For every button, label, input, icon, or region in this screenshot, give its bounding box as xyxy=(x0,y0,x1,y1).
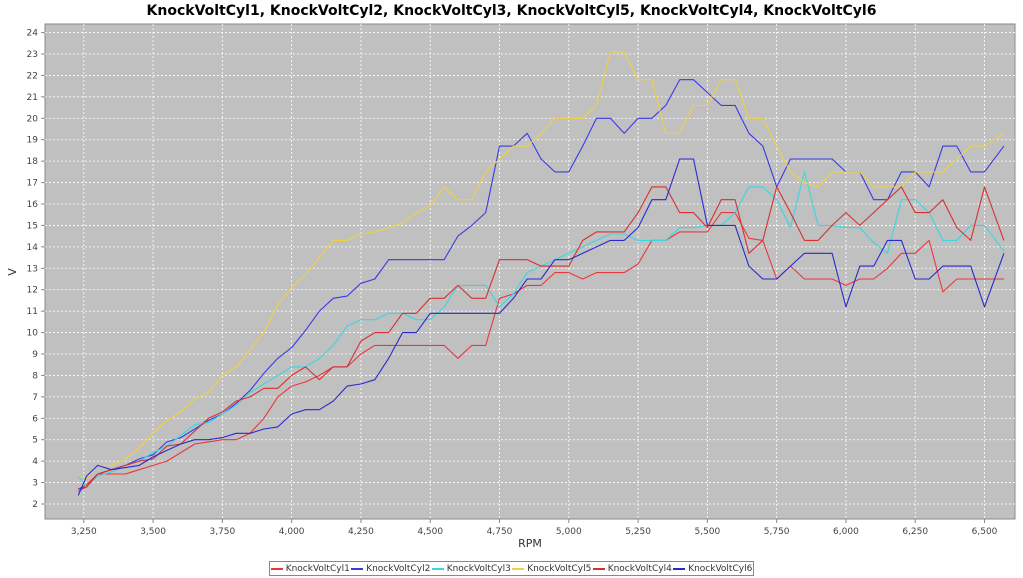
y-tick-label: 16 xyxy=(27,200,39,210)
x-tick-label: 6,000 xyxy=(833,527,859,537)
series-line-knockvoltcyl4 xyxy=(78,186,1005,492)
legend-swatch xyxy=(592,567,605,570)
y-tick-label: 5 xyxy=(32,436,38,446)
x-axis-title: RPM xyxy=(518,537,542,550)
y-tick-label: 23 xyxy=(27,50,38,60)
y-tick-label: 2 xyxy=(32,500,38,510)
series-line-knockvoltcyl3 xyxy=(77,171,1005,488)
legend-item-knockvoltcyl4: KnockVoltCyl4 xyxy=(592,563,672,574)
x-tick-label: 4,000 xyxy=(279,527,305,537)
y-tick-label: 24 xyxy=(27,29,39,39)
x-tick-label: 5,250 xyxy=(625,527,651,537)
y-tick-label: 3 xyxy=(32,479,38,489)
legend-label: KnockVoltCyl6 xyxy=(688,563,753,574)
y-tick-label: 12 xyxy=(27,286,38,296)
legend-label: KnockVoltCyl5 xyxy=(527,563,592,574)
legend-item-knockvoltcyl6: KnockVoltCyl6 xyxy=(673,564,752,574)
legend-swatch xyxy=(512,567,525,570)
x-tick-label: 3,500 xyxy=(140,527,166,537)
y-tick-label: 18 xyxy=(27,157,39,167)
y-tick-label: 15 xyxy=(27,221,38,231)
y-tick-label: 21 xyxy=(27,93,38,103)
x-tick-label: 3,250 xyxy=(71,527,97,537)
legend-swatch xyxy=(431,567,444,570)
legend-swatch xyxy=(270,567,283,570)
x-tick-label: 6,500 xyxy=(972,527,998,537)
y-tick-label: 22 xyxy=(27,71,38,81)
y-tick-label: 7 xyxy=(32,393,38,403)
series-lines xyxy=(77,51,1005,496)
legend-item-knockvoltcyl5: KnockVoltCyl5 xyxy=(512,564,591,574)
x-tick-label: 4,250 xyxy=(348,527,374,537)
y-tick-label: 8 xyxy=(32,371,38,381)
x-tick-label: 5,750 xyxy=(764,527,790,537)
line-chart: 3,250 3,500 3,750 4,000 4,250 4,500 4,750 5,000… xyxy=(6,23,1016,550)
chart-legend: KnockVoltCyl1 KnockVoltCyl2 KnockVoltCyl3 K… xyxy=(269,561,754,576)
y-tick-label: 20 xyxy=(27,114,39,124)
legend-swatch xyxy=(673,567,686,570)
series-line-knockvoltcyl6 xyxy=(77,158,1005,496)
y-tick-label: 17 xyxy=(27,179,38,189)
x-tick-label: 4,750 xyxy=(487,527,513,537)
x-tick-label: 5,000 xyxy=(556,527,582,537)
legend-label: KnockVoltCyl4 xyxy=(607,563,672,574)
y-axis-title: V xyxy=(6,268,19,276)
legend-label: KnockVoltCyl3 xyxy=(446,563,511,574)
x-tick-label: 4,500 xyxy=(417,527,443,537)
y-tick-label: 9 xyxy=(32,350,38,360)
x-tick-label: 3,750 xyxy=(209,527,235,537)
legend-label: KnockVoltCyl1 xyxy=(285,563,350,574)
x-tick-label: 5,500 xyxy=(694,527,720,537)
legend-label: KnockVoltCyl2 xyxy=(366,563,431,574)
y-tick-label: 11 xyxy=(27,307,38,317)
series-line-knockvoltcyl5 xyxy=(78,51,1005,479)
axes: 3,250 3,500 3,750 4,000 4,250 4,500 4,750 5,000… xyxy=(27,29,998,537)
legend-item-knockvoltcyl3: KnockVoltCyl3 xyxy=(431,563,511,574)
y-tick-label: 13 xyxy=(27,264,38,274)
x-tick-label: 6,250 xyxy=(902,527,928,537)
legend-item-knockvoltcyl1: KnockVoltCyl1 xyxy=(270,563,350,574)
series-line-knockvoltcyl1 xyxy=(78,212,1004,490)
y-tick-label: 14 xyxy=(27,243,39,253)
y-tick-label: 10 xyxy=(27,329,39,339)
y-tick-label: 6 xyxy=(32,414,38,424)
y-tick-label: 19 xyxy=(27,136,39,146)
legend-item-knockvoltcyl2: KnockVoltCyl2 xyxy=(351,564,430,574)
legend-swatch xyxy=(351,567,364,570)
chart-title: KnockVoltCyl1, KnockVoltCyl2, KnockVoltC… xyxy=(146,3,877,19)
y-tick-label: 4 xyxy=(32,457,38,467)
